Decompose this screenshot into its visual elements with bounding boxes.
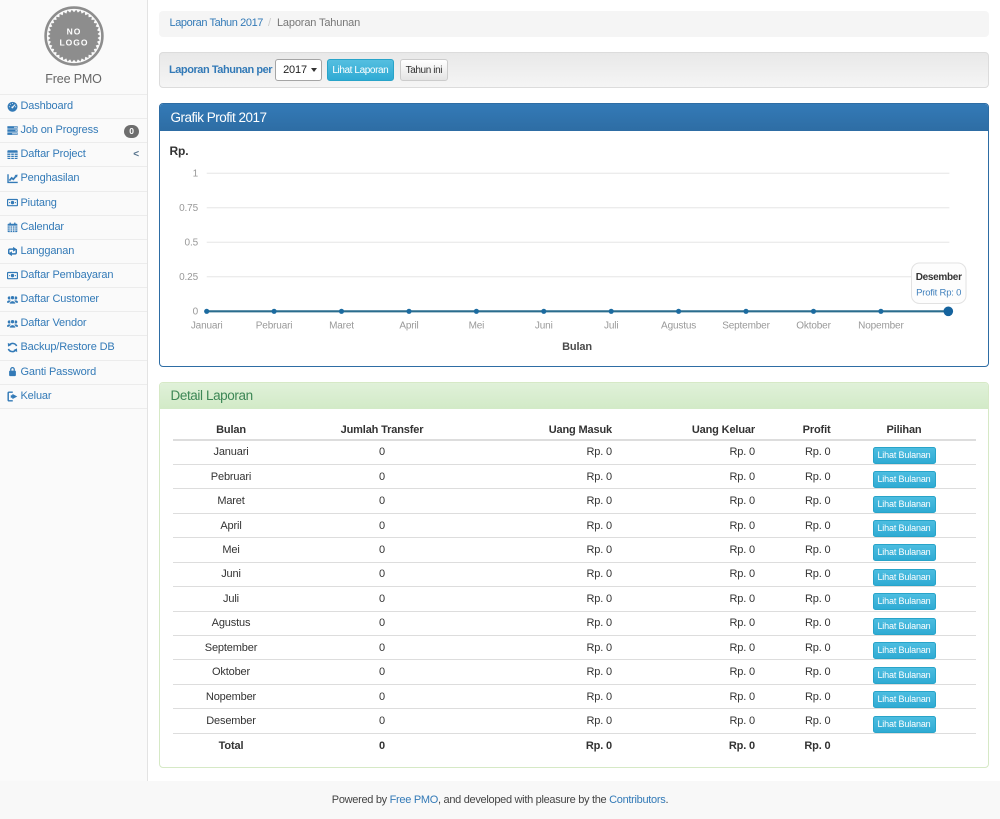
svg-text:0.5: 0.5 <box>185 238 199 249</box>
svg-text:0: 0 <box>193 307 199 318</box>
svg-text:Maret: Maret <box>329 321 354 332</box>
svg-text:0.75: 0.75 <box>179 203 198 214</box>
svg-text:Desember: Desember <box>916 272 962 283</box>
svg-text:April: April <box>399 321 418 332</box>
svg-text:Bulan: Bulan <box>562 341 592 353</box>
svg-text:Juni: Juni <box>535 321 553 332</box>
svg-text:Januari: Januari <box>191 321 223 332</box>
svg-text:Juli: Juli <box>604 321 618 332</box>
svg-text:Pebruari: Pebruari <box>256 321 293 332</box>
svg-text:0.25: 0.25 <box>179 272 198 283</box>
svg-text:Profit Rp: 0: Profit Rp: 0 <box>916 288 961 299</box>
svg-text:Agustus: Agustus <box>661 321 696 332</box>
svg-text:LOGO: LOGO <box>59 38 88 48</box>
svg-text:Oktober: Oktober <box>796 321 831 332</box>
svg-text:Nopember: Nopember <box>858 321 904 332</box>
svg-text:Mei: Mei <box>469 321 485 332</box>
svg-text:NO: NO <box>66 27 81 37</box>
svg-text:Rp.: Rp. <box>170 144 189 158</box>
svg-text:1: 1 <box>193 169 199 180</box>
svg-text:September: September <box>722 321 770 332</box>
